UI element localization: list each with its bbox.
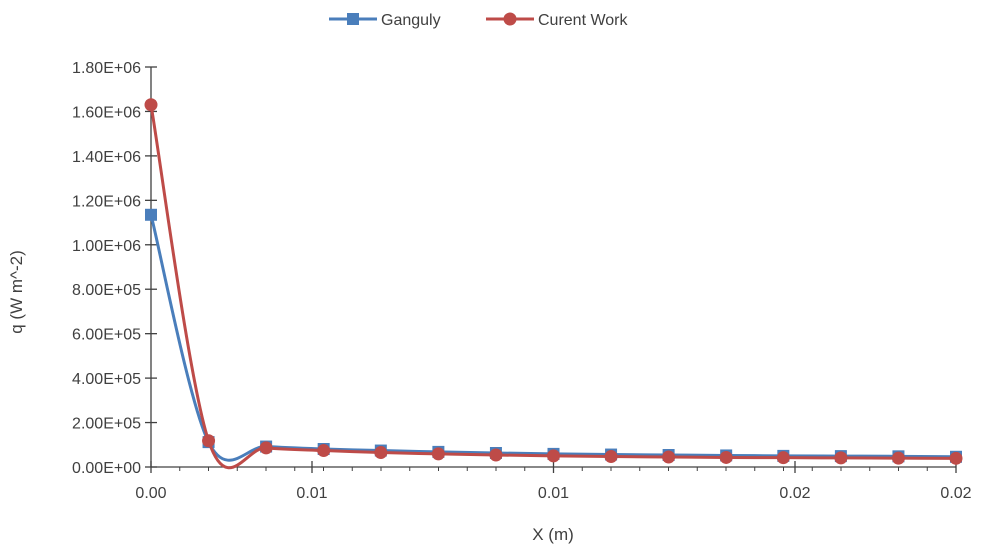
legend-label: Curent Work <box>538 12 629 29</box>
data-point <box>834 451 848 465</box>
y-tick-label: 1.80E+06 <box>72 60 141 77</box>
x-tick-label: 0.02 <box>940 485 971 502</box>
axes: 0.00E+00 2.00E+05 4.00E+05 6.00E+05 8.00E+05… <box>72 60 972 502</box>
series-line <box>149 214 957 462</box>
data-point <box>317 444 331 458</box>
series-line <box>149 104 957 470</box>
data-point <box>144 98 158 112</box>
data-point <box>719 450 733 464</box>
data-point <box>259 441 273 455</box>
y-tick-label: 4.00E+05 <box>72 371 141 388</box>
y-tick-label: 0.00E+00 <box>72 460 141 477</box>
data-point <box>949 451 963 465</box>
data-point <box>145 208 157 221</box>
y-tick-label: 1.20E+06 <box>72 193 141 210</box>
data-point <box>604 450 618 464</box>
y-tick-label: 6.00E+05 <box>72 327 141 344</box>
y-tick-label: 1.60E+06 <box>72 104 141 121</box>
x-axis-label: X (m) <box>532 525 574 544</box>
x-tick-label: 0.01 <box>296 485 327 502</box>
data-point <box>431 447 445 461</box>
y-axis-label: q (W m^-2) <box>7 250 26 334</box>
legend-marker <box>347 13 359 25</box>
data-point <box>374 446 388 460</box>
x-tick-label: 0.00 <box>135 485 166 502</box>
legend-label: Ganguly <box>381 12 441 29</box>
data-point <box>662 450 676 464</box>
plot-area <box>144 98 963 470</box>
x-tick-label: 0.01 <box>538 485 569 502</box>
data-point <box>202 434 216 448</box>
y-tick-label: 2.00E+05 <box>72 416 141 433</box>
y-tick-label: 1.00E+06 <box>72 238 141 255</box>
data-point <box>547 449 560 463</box>
y-tick-label: 8.00E+05 <box>72 282 141 299</box>
data-point <box>776 451 790 465</box>
y-tick-label: 1.40E+06 <box>72 149 141 166</box>
legend: Ganguly Curent Work <box>329 12 629 29</box>
data-point <box>891 451 905 465</box>
x-tick-label: 0.02 <box>779 485 810 502</box>
legend-marker <box>503 12 517 26</box>
data-point <box>489 448 503 462</box>
